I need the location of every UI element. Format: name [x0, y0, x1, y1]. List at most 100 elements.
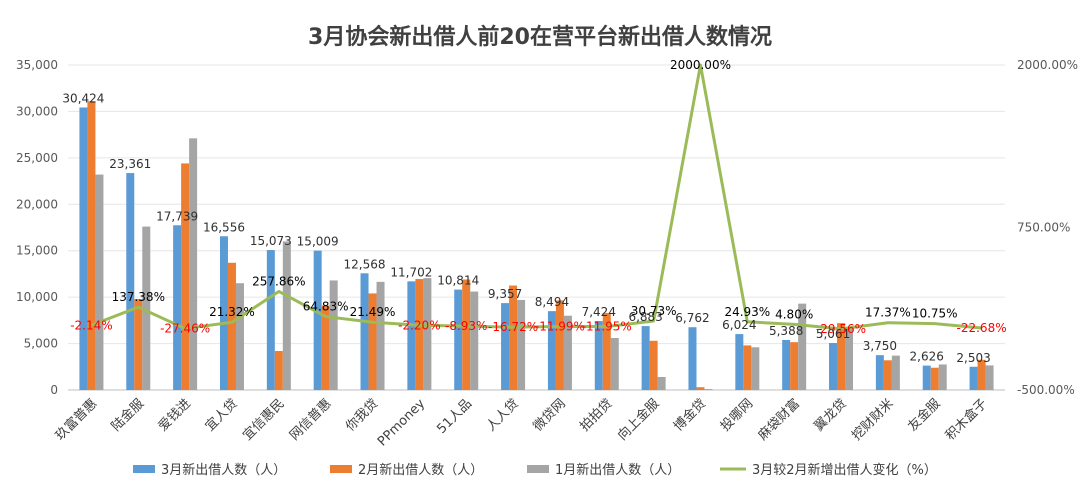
bar-series-2: [227, 262, 236, 390]
value-label: 7,424: [582, 305, 616, 319]
bar-series-2: [790, 342, 799, 390]
value-label: 5,061: [816, 327, 850, 341]
percent-label: 10.75%: [912, 307, 958, 321]
bar-series-3: [142, 226, 151, 390]
bar-series-2: [274, 351, 283, 390]
legend-swatch: [133, 465, 155, 473]
bar-series-1: [782, 339, 791, 390]
percent-label: 64.83%: [303, 300, 349, 314]
bar-series-1: [407, 281, 416, 390]
y-left-tick: 0: [50, 383, 58, 397]
bar-series-2: [134, 299, 143, 390]
legend-label: 2月新出借人数（人）: [358, 462, 483, 478]
bar-series-1: [641, 326, 650, 390]
percent-label: -11.95%: [582, 320, 632, 334]
legend-swatch: [527, 465, 549, 473]
change-line: [90, 63, 982, 331]
percent-label: -22.68%: [957, 321, 1007, 335]
percent-label: -11.99%: [535, 320, 585, 334]
bar-series-1: [969, 366, 978, 390]
bar-series-2: [602, 312, 611, 390]
value-label: 3,750: [863, 339, 897, 353]
bar-series-3: [423, 278, 432, 390]
bar-series-3: [235, 283, 244, 390]
value-label: 17,739: [156, 209, 198, 223]
value-label: 11,702: [390, 265, 432, 279]
bar-series-2: [462, 279, 471, 390]
bar-series-1: [922, 365, 931, 390]
y-left-tick: 20,000: [16, 197, 58, 211]
y-left-tick: 25,000: [16, 151, 58, 165]
percent-label: -16.72%: [488, 320, 538, 334]
value-label: 23,361: [109, 157, 151, 171]
bar-series-3: [845, 328, 854, 390]
bar-series-3: [938, 364, 947, 390]
y-left-tick: 10,000: [16, 290, 58, 304]
value-label: 15,009: [297, 235, 339, 249]
legend-label: 1月新出借人数（人）: [555, 462, 680, 478]
value-label: 6,762: [675, 311, 709, 325]
bar-series-3: [751, 347, 760, 390]
bar-series-2: [696, 387, 705, 390]
chart-title: 3月协会新出借人前20在营平台新出借人数情况: [308, 24, 772, 50]
y-left-tick: 35,000: [16, 58, 58, 72]
x-category-label: 玖富普惠: [52, 396, 100, 444]
bar-series-3: [189, 138, 198, 390]
percent-label: 30.73%: [631, 304, 677, 318]
bar-series-1: [688, 327, 697, 390]
y-left-tick: 15,000: [16, 244, 58, 258]
bar-series-3: [329, 280, 338, 390]
bar-series-1: [79, 107, 88, 391]
percent-label: -27.46%: [160, 322, 210, 336]
x-category-label: 麻袋财富: [755, 396, 803, 444]
x-category-label: 网信普惠: [287, 396, 334, 443]
y-right-tick: 2000.00%: [1017, 58, 1078, 72]
x-category-label: 向上金服: [614, 396, 662, 444]
value-label: 30,424: [62, 91, 104, 105]
x-category-label: PPmoney: [375, 396, 428, 449]
percent-label: -29.56%: [816, 322, 866, 336]
bar-series-2: [509, 285, 518, 390]
x-category-label: 微贷网: [531, 396, 569, 434]
bar-series-2: [649, 340, 658, 390]
bar-series-1: [547, 311, 556, 390]
bar-series-1: [875, 355, 884, 390]
bar-series-1: [735, 334, 744, 390]
percent-label: 17.37%: [865, 306, 911, 320]
x-category-label: 友金服: [905, 396, 944, 435]
x-category-label: 爱钱进: [156, 396, 194, 434]
bar-series-3: [563, 315, 572, 390]
bar-series-1: [829, 343, 838, 390]
x-category-label: 博金贷: [670, 396, 709, 435]
bar-series-1: [501, 303, 510, 390]
value-label: 10,814: [437, 274, 479, 288]
bar-series-1: [219, 236, 228, 390]
value-label: 15,073: [250, 234, 292, 248]
y-left-tick: 30,000: [16, 104, 58, 118]
bar-series-2: [415, 279, 424, 390]
bar-series-3: [610, 338, 619, 390]
bar-series-2: [87, 101, 96, 390]
y-right-tick: 750.00%: [1017, 221, 1070, 235]
legend-swatch: [330, 465, 352, 473]
percent-label: 257.86%: [252, 274, 305, 288]
bar-series-3: [985, 365, 994, 390]
percent-label: 2000.00%: [670, 58, 731, 72]
bar-series-1: [454, 289, 463, 390]
bar-series-1: [126, 173, 135, 390]
bar-series-1: [313, 250, 322, 390]
percent-label: 21.49%: [350, 305, 396, 319]
value-label: 9,357: [488, 287, 522, 301]
percent-label: -2.14%: [70, 318, 112, 332]
bar-series-3: [891, 355, 900, 390]
value-label: 12,568: [344, 257, 386, 271]
value-label: 6,024: [722, 318, 756, 332]
value-label: 2,503: [956, 351, 990, 365]
x-category-label: 你我贷: [343, 396, 381, 434]
value-label: 6,883: [628, 310, 662, 324]
x-category-label: 拍拍贷: [577, 396, 615, 434]
percent-label: 137.38%: [112, 290, 165, 304]
bar-series-3: [470, 291, 479, 390]
bar-series-2: [368, 293, 377, 390]
